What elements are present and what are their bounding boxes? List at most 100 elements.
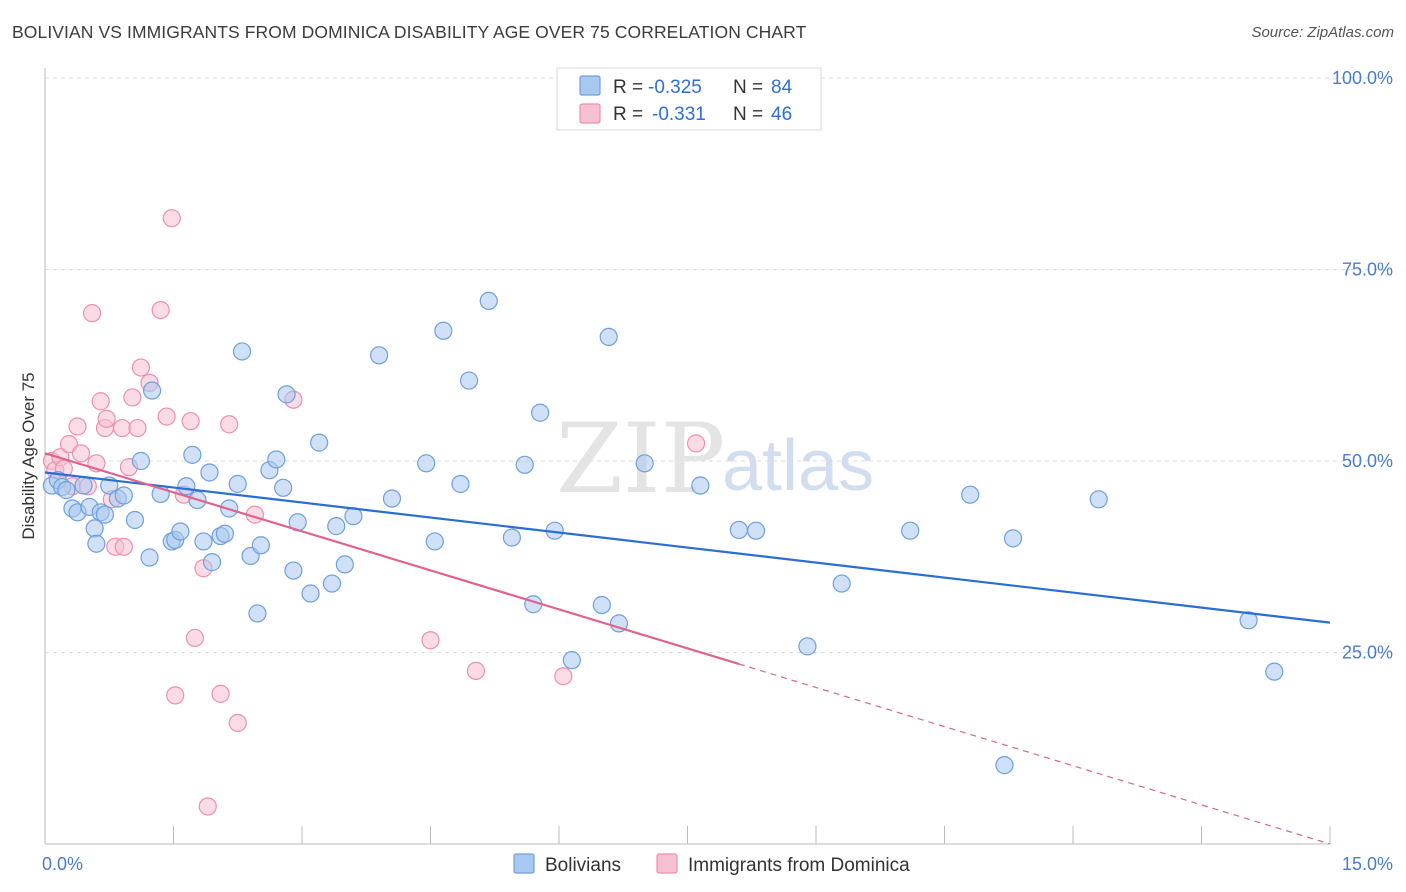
trend-line-bolivians [44,471,1331,624]
legend-r-value-dominica: -0.331 [652,104,706,125]
point-bolivians [515,455,534,474]
point-bolivians [277,385,296,404]
chart-title: BOLIVIAN VS IMMIGRANTS FROM DOMINICA DIS… [12,22,807,42]
point-dominica [166,686,185,705]
point-bolivians [142,381,162,400]
legend-r-value-bolivians: -0.325 [648,77,702,98]
point-bolivians [301,584,320,603]
point-bolivians [95,505,115,524]
point-bolivians [434,321,453,340]
point-bolivians [459,371,479,390]
point-bolivians [232,342,252,361]
point-dominica [112,418,132,438]
point-bolivians [183,445,202,464]
y-tick-label: 75.0% [1342,260,1393,280]
point-bolivians [502,528,521,547]
point-bolivians [322,574,342,593]
point-bolivians [1089,490,1108,509]
point-dominica [686,434,706,453]
point-bolivians [284,561,303,580]
legend: R = -0.325 N = 84 R = -0.331 N = 46 [556,67,822,131]
point-bolivians [417,454,436,473]
point-bolivians [140,548,159,567]
bottom-legend-swatch-dominica [656,853,678,874]
point-dominica [554,667,573,686]
point-dominica [71,444,91,463]
point-bolivians [635,454,654,473]
point-bolivians [832,574,851,593]
series-bolivians-points [42,291,1284,775]
point-bolivians [691,476,710,495]
point-bolivians [592,595,611,615]
point-bolivians [171,522,190,541]
watermark: ZIP atlas [556,403,874,515]
point-bolivians [267,450,286,469]
point-dominica [185,628,205,648]
point-dominica [162,209,181,228]
point-bolivians [251,536,270,555]
point-bolivians [74,476,93,495]
point-bolivians [798,637,817,656]
point-bolivians [531,403,550,422]
point-bolivians [131,451,151,471]
grid-lines [45,77,1392,653]
point-bolivians [87,534,106,553]
bottom-legend-label-bolivians: Bolivians [545,855,621,876]
point-bolivians [562,651,581,670]
point-dominica [220,415,239,434]
point-dominica [59,435,79,454]
point-bolivians [327,517,346,536]
x-tick-label: 15.0% [1342,854,1393,874]
point-bolivians [746,521,766,540]
point-dominica [68,417,87,436]
x-tick-labels: 0.0% 15.0% [42,854,1393,874]
point-dominica [123,388,142,407]
point-bolivians [901,521,920,540]
point-bolivians [1239,611,1258,630]
point-bolivians [729,520,749,540]
point-dominica [128,418,147,438]
point-bolivians [451,474,470,494]
point-bolivians [125,510,145,530]
legend-n-label: N = [733,104,763,125]
point-bolivians [194,532,213,551]
point-dominica [181,412,200,431]
watermark-atlas: atlas [722,426,874,506]
y-tick-label: 50.0% [1342,451,1393,471]
bottom-legend-swatch-bolivians [513,853,535,874]
legend-swatch-bolivians [579,75,601,96]
point-bolivians [200,463,219,482]
legend-swatch-dominica [579,103,601,124]
source-label: Source: ZipAtlas.com [1251,24,1394,41]
legend-r-label: R = [613,104,643,125]
legend-box [556,67,822,131]
point-bolivians [1003,529,1023,548]
point-bolivians [479,291,498,311]
bottom-legend-label-dominica: Immigrants from Dominica [688,855,910,876]
trend-lines [44,452,1331,845]
point-dominica [198,797,217,816]
point-dominica [211,684,230,703]
point-dominica [131,358,151,377]
y-tick-label: 100.0% [1332,68,1393,88]
point-bolivians [599,327,618,347]
legend-n-label: N = [733,77,763,98]
legend-r-label: R = [613,77,643,98]
bottom-legend: Bolivians Immigrants from Dominica [513,853,910,876]
point-bolivians [995,756,1014,775]
point-bolivians [215,524,234,543]
y-tick-label: 25.0% [1342,643,1393,663]
point-bolivians [425,532,444,551]
point-bolivians [609,614,629,633]
y-tick-labels: 25.0% 50.0% 75.0% 100.0% [1332,68,1393,663]
point-dominica [83,304,102,323]
point-bolivians [961,485,980,504]
point-dominica [421,631,440,650]
point-bolivians [114,486,133,505]
point-dominica [114,537,133,556]
y-axis-label: Disability Age Over 75 [19,372,38,539]
point-dominica [157,407,176,426]
legend-n-value-bolivians: 84 [771,77,793,98]
point-dominica [466,661,486,680]
point-bolivians [274,478,293,497]
